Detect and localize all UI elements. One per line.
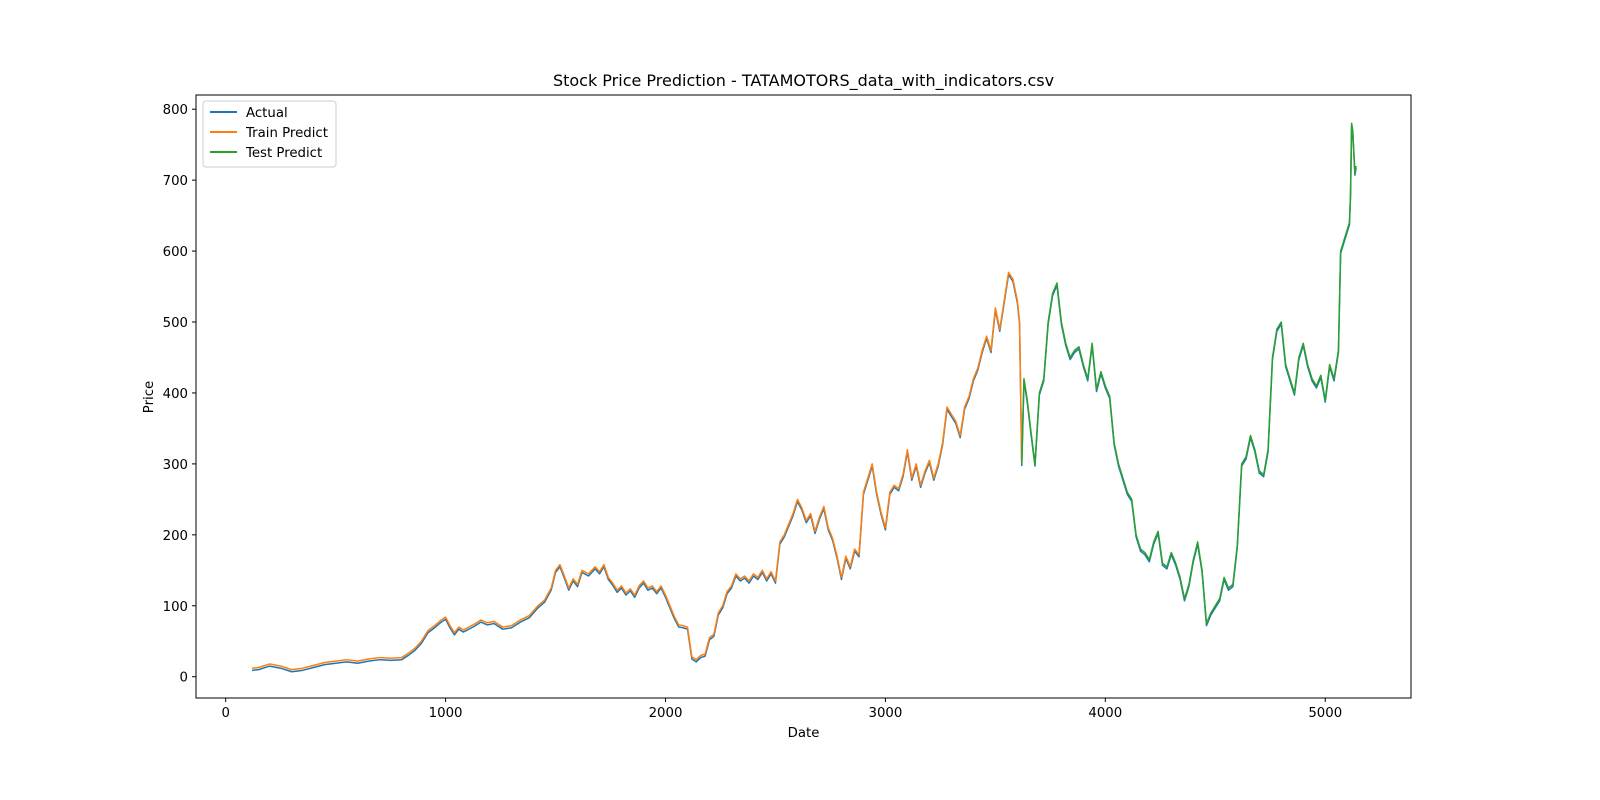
- axes-frame: [195, 94, 1412, 699]
- plot-area: [251, 122, 1357, 673]
- x-tick-label: 2000: [649, 706, 683, 721]
- y-tick-label: 400: [163, 387, 188, 402]
- y-tick-label: 0: [180, 671, 188, 686]
- x-tick-label: 5000: [1308, 706, 1342, 721]
- y-tick-label: 100: [163, 600, 188, 615]
- y-tick-label: 700: [163, 174, 188, 189]
- x-tick-label: 1000: [429, 706, 463, 721]
- x-tick-label: 3000: [868, 706, 902, 721]
- test-predict-line: [1021, 122, 1357, 625]
- train-predict-line: [251, 271, 1023, 671]
- y-axis-label: Price: [142, 381, 157, 413]
- x-tick-label: 0: [221, 706, 229, 721]
- y-tick-label: 800: [163, 103, 188, 118]
- y-tick-label: 600: [163, 245, 188, 260]
- legend: Actual Train Predict Test Predict: [202, 100, 337, 168]
- x-tick-label: 4000: [1088, 706, 1122, 721]
- legend-box: [202, 100, 337, 168]
- chart-title: Stock Price Prediction - TATAMOTORS_data…: [553, 71, 1054, 91]
- x-axis: 0 1000 2000 3000 4000 5000: [221, 698, 1342, 721]
- legend-label-train-predict: Train Predict: [245, 126, 328, 141]
- x-axis-label: Date: [788, 726, 820, 741]
- y-tick-label: 200: [163, 529, 188, 544]
- legend-label-test-predict: Test Predict: [245, 146, 322, 161]
- y-tick-label: 500: [163, 316, 188, 331]
- y-axis: 0 100 200 300 400 500 600 700 800: [163, 103, 196, 686]
- legend-label-actual: Actual: [246, 106, 288, 121]
- y-tick-label: 300: [163, 458, 188, 473]
